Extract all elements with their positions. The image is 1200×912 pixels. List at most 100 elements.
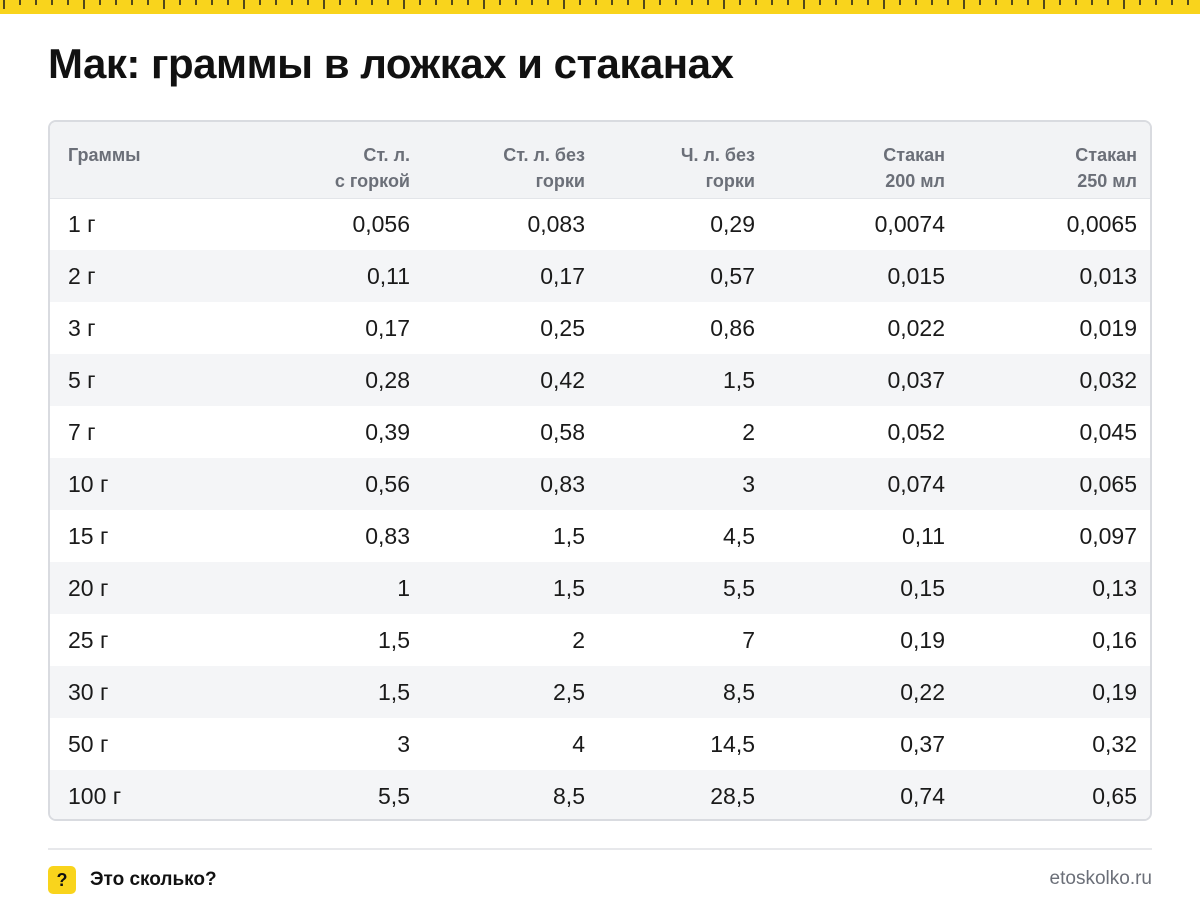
value-cell: 3: [397, 730, 410, 757]
value-cell: 5,5: [585, 562, 755, 614]
page-title: Мак: граммы в ложках и стаканах: [48, 40, 734, 87]
value-cell: 0,32: [1092, 730, 1137, 757]
column-header-line: 250 мл: [1077, 171, 1137, 191]
table-row: 30 г 1,5 2,5 8,5 0,22 0,19: [50, 666, 1150, 718]
table-body: 1 г 0,056 0,083 0,29 0,0074 0,0065 2 г 0,11 0,17…: [50, 198, 1150, 819]
column-header-line: Ст. л.: [363, 145, 410, 165]
value-cell: 0,57: [585, 250, 755, 302]
value-cell: 0,42: [410, 354, 585, 406]
value-cell: 0,19: [900, 626, 945, 653]
table-row: 3 г 0,17 0,25 0,86 0,022 0,019: [50, 302, 1150, 354]
footer-brand[interactable]: ? Это сколько?: [48, 866, 217, 894]
grams-cell: 7 г: [68, 418, 96, 445]
grams-cell: 1 г: [68, 210, 96, 237]
table: Граммы Ст. л. с горкой Ст. л. без горки Ч. л.…: [50, 122, 1150, 819]
table-row: 7 г 0,39 0,58 2 0,052 0,045: [50, 406, 1150, 458]
value-cell: 0,74: [755, 770, 945, 819]
value-cell: 1,5: [585, 354, 755, 406]
grams-cell: 100 г: [50, 770, 230, 819]
value-cell: 0,25: [540, 314, 585, 341]
value-cell: 2: [572, 626, 585, 653]
value-cell: 1: [230, 562, 410, 614]
value-cell: 1,5: [410, 562, 585, 614]
site-link[interactable]: etoskolko.ru: [1049, 868, 1152, 889]
value-cell: 5,5: [230, 770, 410, 819]
column-header-line: Стакан: [883, 145, 945, 165]
column-header: Ч. л. без горки: [585, 122, 755, 199]
value-cell: 4: [572, 730, 585, 757]
ruler-ticks: [3, 0, 1189, 9]
value-cell: 0,0074: [874, 210, 945, 237]
value-cell: 0,15: [755, 562, 945, 614]
value-cell: 0,19: [945, 666, 1150, 718]
value-cell: 0,11: [230, 250, 410, 302]
value-cell: 7: [742, 626, 755, 653]
value-cell: 8,5: [585, 666, 755, 718]
value-cell: 0,083: [527, 210, 585, 237]
grams-cell: 25 г: [68, 626, 109, 653]
value-cell: 1,5: [553, 522, 585, 549]
table-row: 2 г 0,11 0,17 0,57 0,015 0,013: [50, 250, 1150, 302]
brand-name: Это сколько?: [90, 869, 217, 890]
table-row: 25 г 1,5 2 7 0,19 0,16: [50, 614, 1150, 666]
value-cell: 0,11: [901, 522, 945, 549]
value-cell: 0,17: [365, 314, 410, 341]
value-cell: 0,032: [945, 354, 1150, 406]
conversion-table: Граммы Ст. л. с горкой Ст. л. без горки Ч. л.…: [48, 120, 1152, 821]
table-row: 20 г 1 1,5 5,5 0,15 0,13: [50, 562, 1150, 614]
value-cell: 0,29: [710, 210, 755, 237]
value-cell: 3: [585, 458, 755, 510]
grams-cell: 3 г: [68, 314, 96, 341]
value-cell: 1,5: [230, 666, 410, 718]
grams-cell: 30 г: [50, 666, 230, 718]
ruler-strip: [0, 0, 1200, 14]
column-header: Граммы: [50, 122, 230, 199]
grams-cell: 15 г: [68, 522, 109, 549]
column-header-line: Ч. л. без: [680, 145, 755, 165]
value-cell: 0,022: [887, 314, 945, 341]
column-header-line: горки: [535, 171, 585, 191]
value-cell: 0,013: [945, 250, 1150, 302]
value-cell: 28,5: [585, 770, 755, 819]
value-cell: 0,045: [1079, 418, 1137, 445]
column-header-line: Ст. л. без: [503, 145, 585, 165]
table-row: 5 г 0,28 0,42 1,5 0,037 0,032: [50, 354, 1150, 406]
value-cell: 0,56: [230, 458, 410, 510]
table-row: 100 г 5,5 8,5 28,5 0,74 0,65: [50, 770, 1150, 819]
value-cell: 0,065: [945, 458, 1150, 510]
value-cell: 0,37: [900, 730, 945, 757]
value-cell: 0,22: [755, 666, 945, 718]
value-cell: 0,052: [887, 418, 945, 445]
table-row: 50 г 3 4 14,5 0,37 0,32: [50, 718, 1150, 770]
value-cell: 14,5: [710, 730, 755, 757]
column-header: Ст. л. с горкой: [230, 122, 410, 199]
column-header-line: Граммы: [68, 145, 141, 165]
value-cell: 1,5: [378, 626, 410, 653]
grams-cell: 50 г: [68, 730, 109, 757]
value-cell: 0,074: [755, 458, 945, 510]
value-cell: 0,39: [365, 418, 410, 445]
value-cell: 0,83: [410, 458, 585, 510]
grams-cell: 5 г: [50, 354, 230, 406]
column-header-line: Стакан: [1075, 145, 1137, 165]
column-header-line: 200 мл: [885, 171, 945, 191]
column-header: Стакан 250 мл: [945, 122, 1150, 199]
value-cell: 0,097: [1079, 522, 1137, 549]
table-row: 1 г 0,056 0,083 0,29 0,0074 0,0065: [50, 198, 1150, 250]
grams-cell: 20 г: [50, 562, 230, 614]
table-header: Граммы Ст. л. с горкой Ст. л. без горки Ч. л.…: [50, 122, 1150, 199]
value-cell: 0,037: [755, 354, 945, 406]
value-cell: 0,28: [230, 354, 410, 406]
question-mark-icon: ?: [48, 866, 76, 894]
grams-cell: 2 г: [50, 250, 230, 302]
value-cell: 0,015: [755, 250, 945, 302]
footer-divider: [48, 848, 1152, 850]
column-header: Ст. л. без горки: [410, 122, 585, 199]
value-cell: 0,58: [540, 418, 585, 445]
value-cell: 0,83: [365, 522, 410, 549]
column-header-line: с горкой: [334, 171, 410, 191]
value-cell: 0,13: [945, 562, 1150, 614]
value-cell: 2,5: [410, 666, 585, 718]
value-cell: 8,5: [410, 770, 585, 819]
value-cell: 0,019: [1079, 314, 1137, 341]
